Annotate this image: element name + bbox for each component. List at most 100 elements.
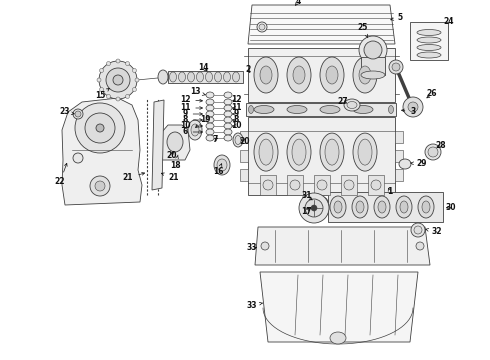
Ellipse shape xyxy=(248,105,253,113)
Ellipse shape xyxy=(352,196,368,218)
Ellipse shape xyxy=(73,109,83,119)
Ellipse shape xyxy=(260,66,272,84)
Ellipse shape xyxy=(326,66,338,84)
Ellipse shape xyxy=(135,78,139,82)
Ellipse shape xyxy=(75,111,81,117)
Text: 29: 29 xyxy=(411,159,427,168)
Text: 9: 9 xyxy=(182,109,202,118)
Polygon shape xyxy=(255,227,430,265)
Text: 7: 7 xyxy=(212,135,218,144)
Ellipse shape xyxy=(188,72,195,82)
Ellipse shape xyxy=(411,223,425,237)
Text: 8: 8 xyxy=(233,116,239,125)
FancyBboxPatch shape xyxy=(328,192,443,222)
Ellipse shape xyxy=(224,135,232,141)
Ellipse shape xyxy=(158,70,168,84)
Ellipse shape xyxy=(287,57,311,93)
Text: 13: 13 xyxy=(190,87,206,96)
Ellipse shape xyxy=(417,52,441,58)
Ellipse shape xyxy=(254,105,274,113)
Text: 2: 2 xyxy=(245,66,250,75)
Text: 4: 4 xyxy=(295,0,301,6)
Ellipse shape xyxy=(400,201,408,213)
Ellipse shape xyxy=(396,196,412,218)
Ellipse shape xyxy=(106,68,130,92)
FancyBboxPatch shape xyxy=(314,175,330,195)
Ellipse shape xyxy=(96,124,104,132)
Ellipse shape xyxy=(334,201,342,213)
Ellipse shape xyxy=(305,199,323,217)
Ellipse shape xyxy=(206,129,214,135)
Ellipse shape xyxy=(99,61,137,99)
FancyBboxPatch shape xyxy=(395,150,403,162)
Ellipse shape xyxy=(364,41,382,59)
Text: 31: 31 xyxy=(302,192,312,201)
Text: 20: 20 xyxy=(240,138,250,147)
Ellipse shape xyxy=(73,153,83,163)
Ellipse shape xyxy=(178,72,186,82)
Ellipse shape xyxy=(116,97,120,101)
Polygon shape xyxy=(160,125,190,160)
Ellipse shape xyxy=(428,147,438,157)
Ellipse shape xyxy=(217,159,227,171)
Ellipse shape xyxy=(422,201,430,213)
Ellipse shape xyxy=(95,181,105,191)
Ellipse shape xyxy=(191,124,199,136)
Ellipse shape xyxy=(290,180,300,190)
Text: 6: 6 xyxy=(182,127,202,136)
Text: 11: 11 xyxy=(180,104,202,112)
FancyBboxPatch shape xyxy=(240,131,248,143)
FancyBboxPatch shape xyxy=(240,169,248,181)
Text: 28: 28 xyxy=(436,140,446,149)
Ellipse shape xyxy=(287,133,311,171)
Text: 14: 14 xyxy=(198,63,208,72)
Text: 16: 16 xyxy=(213,164,223,176)
Ellipse shape xyxy=(99,68,103,72)
Ellipse shape xyxy=(125,62,129,66)
Text: 24: 24 xyxy=(444,18,454,27)
FancyBboxPatch shape xyxy=(395,169,403,181)
Ellipse shape xyxy=(233,133,243,147)
Ellipse shape xyxy=(206,135,214,141)
Text: 27: 27 xyxy=(338,98,348,107)
Ellipse shape xyxy=(206,99,214,105)
Ellipse shape xyxy=(170,72,176,82)
Ellipse shape xyxy=(224,105,232,111)
Ellipse shape xyxy=(320,57,344,93)
Ellipse shape xyxy=(293,66,305,84)
Ellipse shape xyxy=(344,99,360,111)
Ellipse shape xyxy=(224,92,232,98)
FancyBboxPatch shape xyxy=(341,175,357,195)
Ellipse shape xyxy=(330,332,346,344)
Text: 33: 33 xyxy=(247,243,257,252)
Ellipse shape xyxy=(215,72,221,82)
Ellipse shape xyxy=(359,36,387,64)
Ellipse shape xyxy=(414,226,422,234)
Ellipse shape xyxy=(374,196,390,218)
Polygon shape xyxy=(62,98,142,205)
Polygon shape xyxy=(152,100,164,190)
Ellipse shape xyxy=(417,37,441,43)
Ellipse shape xyxy=(132,87,136,91)
Ellipse shape xyxy=(418,196,434,218)
Ellipse shape xyxy=(287,105,307,113)
Ellipse shape xyxy=(378,201,386,213)
FancyBboxPatch shape xyxy=(168,71,243,83)
Text: 32: 32 xyxy=(426,228,442,237)
Ellipse shape xyxy=(224,123,232,129)
FancyBboxPatch shape xyxy=(240,150,248,162)
Text: 22: 22 xyxy=(55,163,67,186)
Ellipse shape xyxy=(261,242,269,250)
Text: 23: 23 xyxy=(60,108,74,117)
Ellipse shape xyxy=(408,102,418,112)
Text: 21: 21 xyxy=(161,173,179,183)
FancyBboxPatch shape xyxy=(287,175,303,195)
Ellipse shape xyxy=(254,133,278,171)
Ellipse shape xyxy=(224,111,232,117)
Ellipse shape xyxy=(116,59,120,63)
FancyBboxPatch shape xyxy=(260,175,276,195)
Text: 9: 9 xyxy=(233,109,239,118)
Ellipse shape xyxy=(317,180,327,190)
Ellipse shape xyxy=(320,133,344,171)
Ellipse shape xyxy=(403,97,423,117)
